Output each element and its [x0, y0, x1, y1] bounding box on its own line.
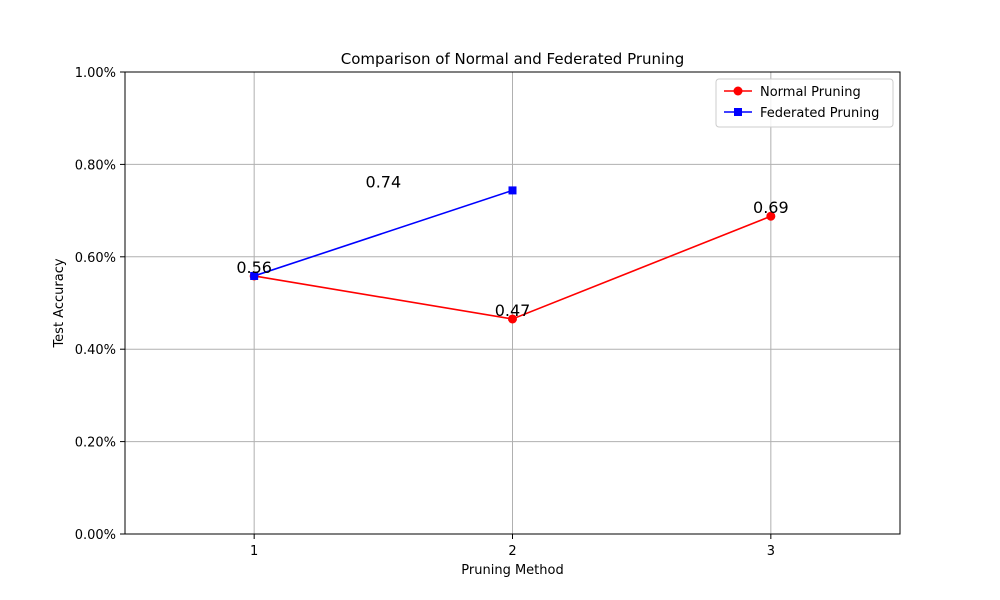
y-tick-label: 1.00%	[75, 66, 116, 81]
annotations: 0.56 0.47 0.69 0.74	[236, 172, 788, 320]
y-axis: 0.00% 0.20% 0.40% 0.60% 0.80% 1.00%	[75, 66, 125, 543]
legend-box	[715, 78, 894, 128]
data-label: 0.56	[236, 258, 272, 277]
federated-pruning-line	[253, 189, 513, 277]
x-tick-label: 2	[508, 544, 516, 559]
y-tick-label: 0.40%	[75, 343, 116, 358]
y-axis-title: Test Accuracy	[52, 258, 67, 348]
y-tick-label: 0.60%	[75, 251, 116, 266]
normal-pruning-legend-label: Normal Pruning	[760, 85, 861, 100]
y-tick-label: 0.00%	[75, 528, 116, 543]
data-label: 0.47	[495, 301, 531, 320]
x-tick-label: 1	[250, 544, 258, 559]
series-group	[249, 186, 776, 324]
legend: Normal Pruning Federated Pruning	[715, 78, 894, 128]
data-label: 0.74	[366, 172, 402, 191]
chart-title: Comparison of Normal and Federated Pruni…	[341, 50, 685, 68]
x-axis: 1 2 3	[250, 534, 775, 559]
x-axis-title: Pruning Method	[461, 563, 563, 578]
normal-pruning-point	[508, 314, 517, 324]
federated-pruning-legend-label: Federated Pruning	[760, 106, 879, 121]
federated-pruning-point	[508, 186, 517, 195]
federated-pruning-legend-marker	[734, 108, 742, 116]
normal-pruning-point	[766, 211, 776, 221]
y-tick-label: 0.80%	[75, 158, 116, 173]
data-label: 0.69	[753, 198, 789, 217]
normal-pruning-legend-marker	[733, 86, 743, 96]
y-tick-label: 0.20%	[75, 436, 116, 451]
federated-pruning-point	[250, 271, 259, 280]
x-tick-label: 3	[767, 544, 775, 559]
